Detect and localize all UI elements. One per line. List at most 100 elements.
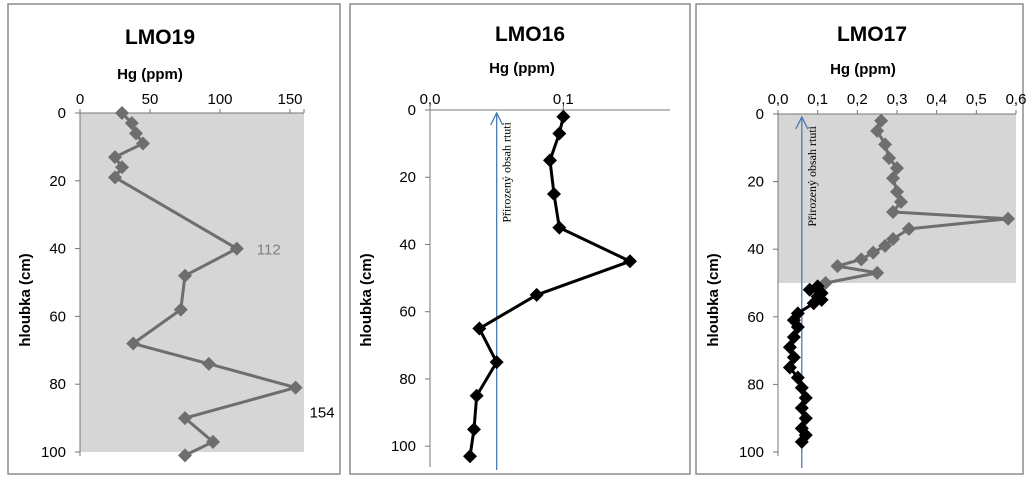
data-point [790,319,805,334]
y-tick-label: 100 [41,444,66,461]
data-point [129,126,143,141]
chart-title-lmo16: LMO16 [495,23,565,46]
data-point [108,170,122,185]
data-point [173,302,188,317]
data-point [489,355,504,370]
x-tick-label: 0,5 [966,91,987,108]
data-label: 112 [257,242,281,259]
y-tick-label: 60 [747,309,764,326]
y-tick-label: 100 [391,438,416,455]
x-axis-label-lmo16: Hg (ppm) [489,60,555,77]
data-point [878,238,893,253]
data-point [798,411,813,426]
data-point [136,136,150,151]
x-tick-label: 0,4 [926,91,947,108]
data-point [830,259,845,274]
data-point [1001,211,1016,226]
chart-panel-lmo16: LMO16 Hg (ppm) hloubka (cm) 0,0 0,1 0 20 40 6… [349,3,691,475]
y-tick-label: 20 [49,173,66,190]
data-point [786,350,801,365]
data-point [786,330,801,345]
data-point [115,160,129,175]
data-point [178,268,192,283]
data-point [201,356,216,371]
data-point [893,194,908,209]
y-tick-label: 80 [399,371,416,388]
y-axis-label-lmo17: hloubka (cm) [705,253,722,346]
x-tick-label: 0,1 [807,91,828,108]
data-point [798,390,813,405]
chart-title-lmo19: LMO19 [125,26,195,49]
data-point [469,388,484,403]
y-tick-label: 0 [408,102,416,119]
baseline-arrowhead [795,115,809,130]
data-point [866,245,881,260]
data-point [901,221,916,236]
x-tick-label: 0,0 [768,91,789,108]
y-tick-label: 0 [756,106,764,123]
data-point [178,448,192,463]
data-point [882,150,897,165]
x-tick-label: 0,0 [420,91,441,108]
data-point [854,252,869,267]
data-point [870,123,885,138]
data-point [782,340,797,355]
data-point [890,161,904,176]
baseline-label-lmo17: Přirozený obsah rtuti [805,125,819,226]
data-point [547,187,561,202]
data-point [115,106,129,120]
data-point [126,336,141,351]
data-point [890,184,904,199]
data-point [206,434,220,449]
data-point [782,360,797,375]
y-tick-label: 20 [747,174,764,191]
x-tick-label: 150 [277,91,302,108]
data-point [886,205,901,220]
chart-title-lmo17: LMO17 [837,23,907,46]
y-tick-label: 40 [49,241,66,258]
y-tick-label: 40 [747,241,764,258]
data-point [878,137,893,152]
data-point [802,282,817,297]
data-point [623,254,637,269]
y-tick-label: 40 [399,236,416,253]
x-axis-label-lmo17: Hg (ppm) [830,61,896,78]
x-axis-label-lmo19: Hg (ppm) [117,66,183,83]
data-point [874,113,889,128]
data-point [108,150,122,165]
shaded-region [80,113,304,452]
data-point [543,153,557,168]
data-point [552,220,567,235]
data-point [288,380,303,395]
data-point [467,422,481,437]
data-point [794,434,809,449]
data-point [472,321,487,336]
y-tick-label: 60 [49,308,66,325]
series-line [468,116,632,457]
data-point [794,401,809,416]
series-line [113,111,298,457]
data-point [178,411,192,426]
y-tick-label: 20 [399,169,416,186]
x-tick-label: 50 [142,91,159,108]
panel-frame [695,3,1024,475]
panel-frame [7,3,341,475]
y-tick-label: 80 [49,376,66,393]
baseline-label-lmo16: Přirozený obsah rtuti [500,121,514,222]
y-tick-label: 100 [739,444,764,461]
data-point [886,232,901,247]
x-tick-label: 0,6 [1006,91,1027,108]
y-tick-label: 80 [747,376,764,393]
x-tick-label: 0 [76,91,84,108]
x-tick-label: 0,2 [847,91,868,108]
data-point [886,171,901,186]
data-point [806,296,821,311]
chart-panel-lmo19: LMO19 Hg (ppm) hloubka (cm) 0 50 100 150 0 20… [7,3,341,475]
x-tick-label: 100 [207,91,232,108]
data-point [124,116,139,131]
data-point [556,109,571,124]
x-tick-label: 0,1 [553,91,574,108]
x-tick-label: 0,3 [887,91,908,108]
data-point [229,241,244,256]
